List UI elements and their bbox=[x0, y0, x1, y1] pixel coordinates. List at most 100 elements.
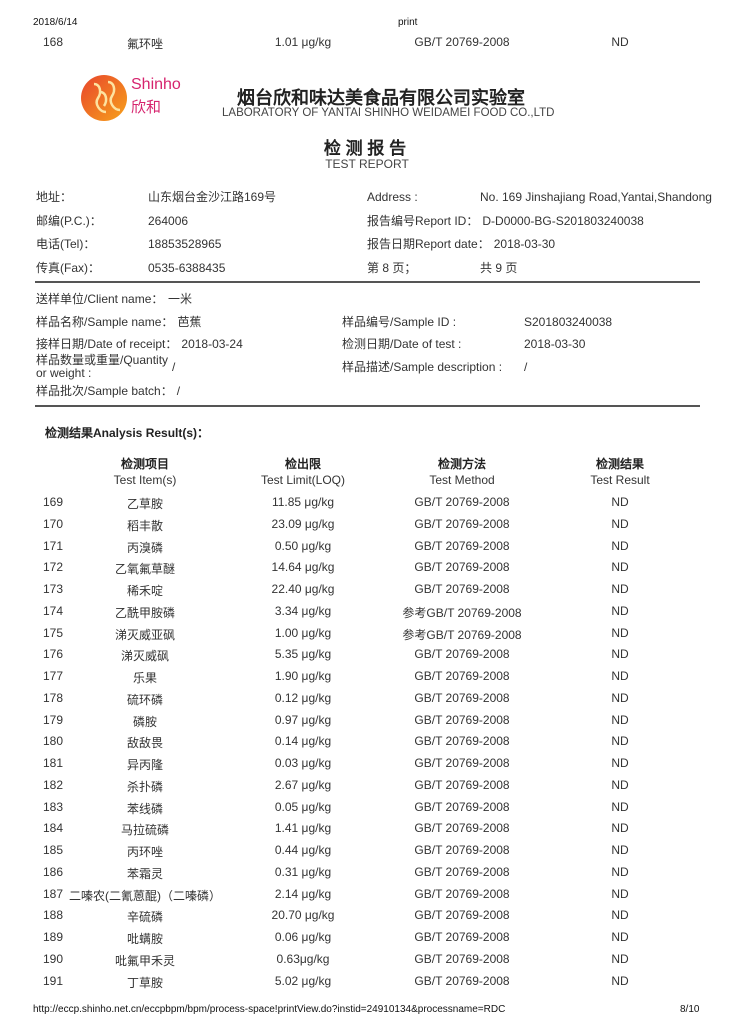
row-item: 磷胺 bbox=[132, 714, 158, 729]
row-item: 丁草胺 bbox=[126, 975, 164, 990]
row-item: 苯霜灵 bbox=[126, 866, 164, 881]
description-value: / bbox=[524, 360, 528, 374]
row-result: ND bbox=[611, 799, 629, 814]
row-limit: 5.35 μg/kg bbox=[274, 647, 332, 662]
row-result: ND bbox=[611, 886, 629, 901]
contact-address-cn-field: 地址： 山东烟台金沙江路169号 bbox=[36, 190, 276, 204]
contact-phone-label: 电话(Tel)： bbox=[36, 237, 96, 251]
row-number: 185 bbox=[43, 843, 64, 857]
report-title-en: TEST REPORT bbox=[325, 157, 409, 171]
row-method: GB/T 20769-2008 bbox=[414, 821, 510, 836]
row-method: GB/T 20769-2008 bbox=[414, 582, 510, 596]
row-result: ND bbox=[611, 560, 629, 575]
contact-address-value: 山东烟台金沙江路169号 bbox=[148, 190, 277, 204]
row-number: 188 bbox=[43, 908, 64, 923]
batch-value: / bbox=[176, 384, 181, 398]
row-item: 丙溴磷 bbox=[126, 540, 164, 555]
row-result: ND bbox=[611, 930, 629, 944]
row-result: ND bbox=[611, 777, 629, 792]
lab-name-cn: 烟台欣和味达美食品有限公司实验室 bbox=[237, 88, 525, 108]
sample-id-value: S201803240038 bbox=[524, 315, 613, 329]
row-number: 190 bbox=[43, 951, 64, 966]
row-result: ND bbox=[611, 35, 629, 49]
row-item: 硫环磷 bbox=[126, 692, 164, 707]
sample-name-value: 芭蕉 bbox=[177, 315, 202, 329]
row-limit: 2.67 μg/kg bbox=[274, 777, 332, 792]
table-row: 186 苯霜灵 0.31 μg/kg GB/T 20769-2008 ND bbox=[0, 865, 730, 887]
receipt-label: 接样日期/Date of receipt： bbox=[36, 337, 178, 351]
table-row: 182 杀扑磷 2.67 μg/kg GB/T 20769-2008 ND bbox=[0, 778, 730, 800]
row-number: 178 bbox=[43, 690, 64, 705]
table-row: 180 敌敌畏 0.14 μg/kg GB/T 20769-2008 ND bbox=[0, 734, 730, 756]
row-result: ND bbox=[611, 669, 629, 683]
row-item: 乐果 bbox=[132, 671, 158, 685]
row-limit: 0.97 μg/kg bbox=[274, 712, 332, 727]
table-row: 187 二嗪农(二氰蒽醌)（二嗪磷） 2.14 μg/kg GB/T 20769-20… bbox=[0, 887, 730, 909]
table-row: 185 丙环唑 0.44 μg/kg GB/T 20769-2008 ND bbox=[0, 843, 730, 865]
contact-phone-value2: 2018-03-30 bbox=[493, 237, 556, 251]
row-item: 乙酰甲胺磷 bbox=[114, 605, 176, 620]
client-field: 送样单位/Client name： 一米 bbox=[36, 292, 192, 306]
row-limit: 1.41 μg/kg bbox=[274, 821, 332, 836]
row-item: 涕灭威砜 bbox=[120, 649, 170, 664]
row-method: GB/T 20769-2008 bbox=[414, 886, 510, 901]
row-number: 189 bbox=[43, 930, 64, 944]
row-limit: 0.14 μg/kg bbox=[274, 734, 332, 749]
client-value: 一米 bbox=[168, 292, 193, 306]
sample-name-label: 样品名称/Sample name： bbox=[36, 315, 174, 329]
row-result: ND bbox=[611, 690, 629, 705]
row-method: 参考GB/T 20769-2008 bbox=[402, 605, 522, 620]
row-result: ND bbox=[611, 603, 629, 618]
row-number: 177 bbox=[43, 669, 64, 683]
table-row: 170 稻丰散 23.09 μg/kg GB/T 20769-2008 ND bbox=[0, 517, 730, 539]
row-result: ND bbox=[611, 973, 629, 988]
table-row: 175 涕灭威亚砜 1.00 μg/kg 参考GB/T 20769-2008 ND bbox=[0, 626, 730, 648]
row-method: GB/T 20769-2008 bbox=[414, 647, 510, 662]
row-method: GB/T 20769-2008 bbox=[414, 864, 510, 879]
header-test-method: 检测方法 Test Method bbox=[429, 457, 495, 487]
row-result: ND bbox=[611, 625, 629, 640]
row-number: 169 bbox=[43, 495, 64, 509]
row-limit: 0.06 μg/kg bbox=[274, 930, 332, 944]
print-title: print bbox=[398, 17, 418, 28]
row-number: 174 bbox=[43, 603, 64, 618]
contact-phone-label2: 报告日期Report date： bbox=[367, 237, 490, 251]
results-title: 检测结果Analysis Result(s)： bbox=[45, 426, 210, 440]
table-row: 171 丙溴磷 0.50 μg/kg GB/T 20769-2008 ND bbox=[0, 539, 730, 561]
row-result: ND bbox=[611, 756, 629, 770]
receipt-field: 接样日期/Date of receipt： 2018-03-24 bbox=[36, 337, 243, 351]
row-item: 稀禾啶 bbox=[126, 584, 164, 598]
row-limit: 2.14 μg/kg bbox=[274, 886, 332, 901]
row-number: 170 bbox=[43, 516, 64, 531]
test-date-value: 2018-03-30 bbox=[524, 337, 586, 351]
row-method: GB/T 20769-2008 bbox=[414, 538, 510, 553]
row-method: GB/T 20769-2008 bbox=[414, 951, 510, 966]
contact-phone-cn-field: 电话(Tel)： 18853528965 bbox=[36, 237, 221, 251]
row-number: 176 bbox=[43, 647, 64, 662]
row-method: GB/T 20769-2008 bbox=[414, 35, 510, 49]
contact-phone-value: 18853528965 bbox=[148, 237, 222, 251]
row-limit: 1.00 μg/kg bbox=[274, 625, 332, 640]
row-item: 马拉硫磷 bbox=[120, 823, 170, 838]
row-item: 稻丰散 bbox=[126, 518, 164, 533]
table-row: 169 乙草胺 11.85 μg/kg GB/T 20769-2008 ND bbox=[0, 495, 730, 517]
row-method: GB/T 20769-2008 bbox=[414, 843, 510, 857]
lab-name-en: LABORATORY OF YANTAI SHINHO WEIDAMEI FOO… bbox=[222, 107, 555, 119]
description-label: 样品描述/Sample description : bbox=[342, 360, 503, 374]
logo-text-en: Shinho bbox=[131, 76, 181, 93]
header-test-result: 检测结果 Test Result bbox=[590, 457, 650, 487]
row-result: ND bbox=[611, 843, 629, 857]
contact-address-label2: Address : bbox=[367, 190, 418, 204]
footer-url: http://eccp.shinho.net.cn/eccpbpm/bpm/pr… bbox=[33, 1004, 506, 1015]
contact-postcode-en-field: 报告编号Report ID： D-D0000-BG-S201803240038 bbox=[367, 214, 644, 228]
row-item: 异丙隆 bbox=[126, 758, 164, 772]
row-item: 吡氟甲禾灵 bbox=[114, 953, 176, 968]
table-row: 184 马拉硫磷 1.41 μg/kg GB/T 20769-2008 ND bbox=[0, 821, 730, 843]
row-result: ND bbox=[611, 647, 629, 662]
table-row: 176 涕灭威砜 5.35 μg/kg GB/T 20769-2008 ND bbox=[0, 647, 730, 669]
row-item: 二嗪农(二氰蒽醌)（二嗪磷） bbox=[69, 888, 221, 903]
row-item: 氟环唑 bbox=[126, 37, 164, 51]
row-method: GB/T 20769-2008 bbox=[414, 777, 510, 792]
row-number: 179 bbox=[43, 712, 64, 727]
contact-phone-en-field: 报告日期Report date： 2018-03-30 bbox=[367, 237, 555, 251]
